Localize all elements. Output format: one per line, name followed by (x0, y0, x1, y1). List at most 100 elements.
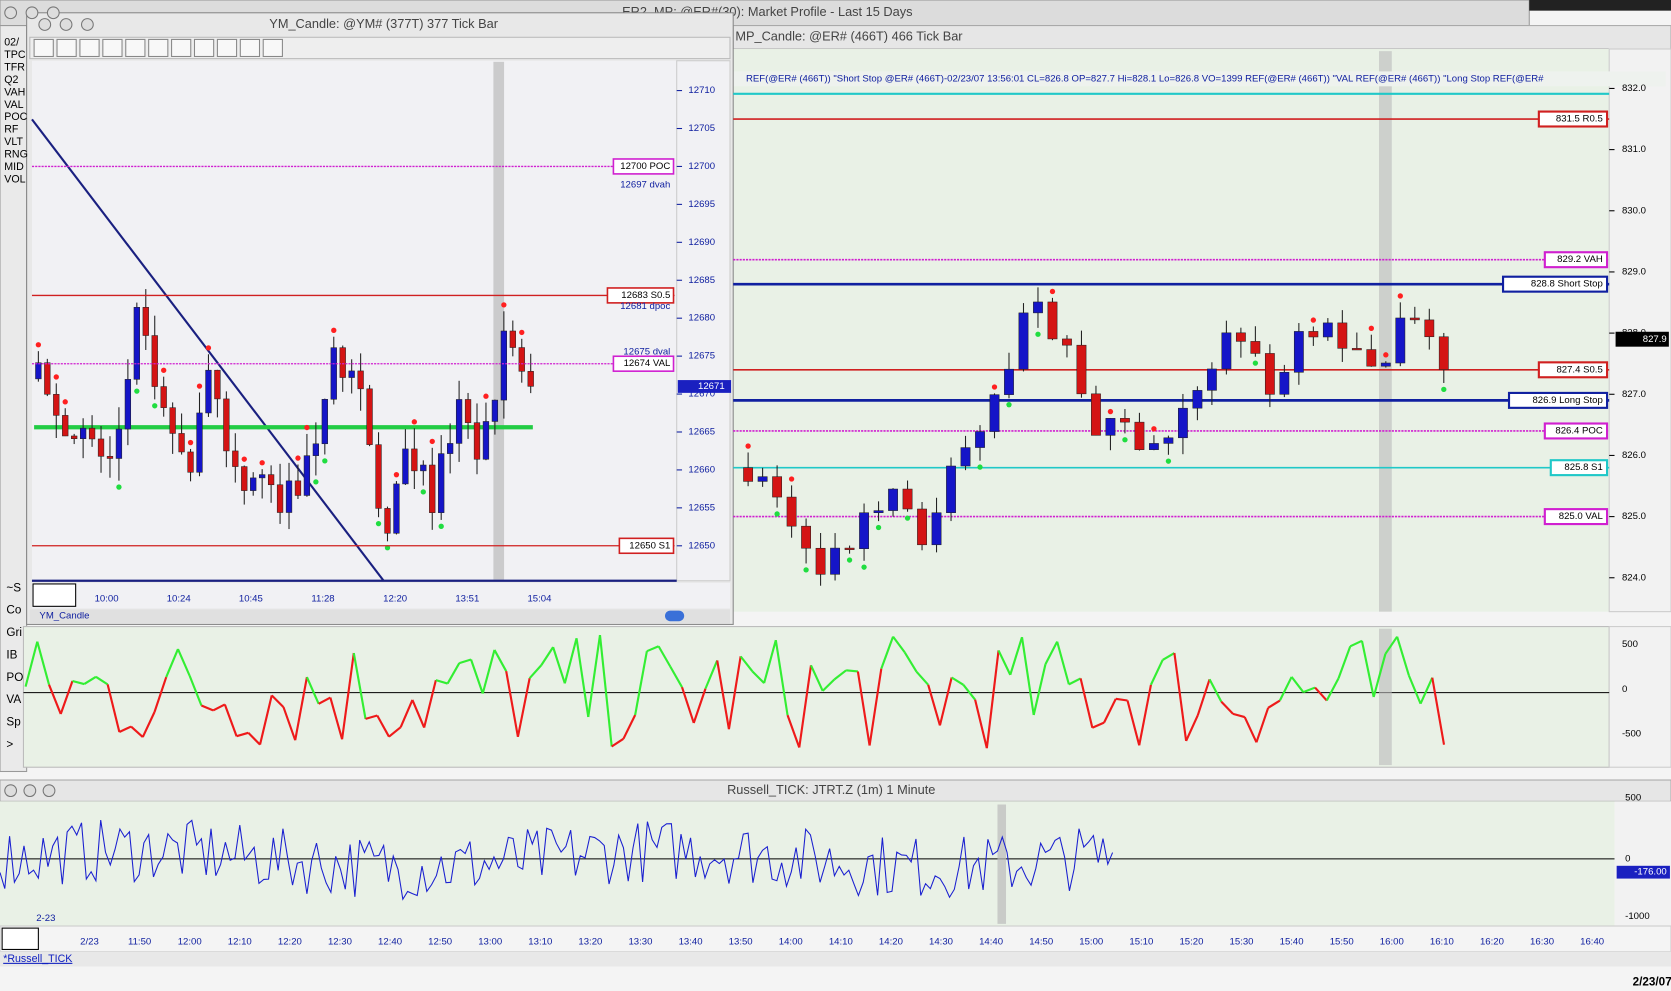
candle (888, 488, 898, 511)
tool-icon[interactable] (79, 38, 100, 58)
time-label: 16:00 (1380, 937, 1404, 948)
tool-icon[interactable] (33, 38, 54, 58)
window-button[interactable] (42, 784, 56, 798)
dot (991, 384, 998, 390)
oscillator (727, 656, 742, 730)
oscillator (153, 676, 168, 713)
tool-icon[interactable] (102, 38, 123, 58)
oscillator (856, 671, 871, 746)
oscillator (1220, 700, 1234, 715)
candle (420, 464, 427, 472)
candle (1163, 437, 1174, 444)
oscillator (258, 695, 273, 745)
candle (223, 398, 230, 452)
dot (35, 342, 42, 348)
dot (1441, 386, 1447, 393)
candle (527, 371, 534, 387)
candle (1279, 372, 1290, 395)
level-box (1543, 422, 1609, 440)
oscillator (212, 703, 226, 712)
price-label: 12680 (688, 313, 715, 324)
dot (313, 479, 319, 485)
oscillator (1056, 641, 1070, 685)
candle (1351, 348, 1362, 351)
candle (917, 508, 927, 546)
strip-label: > (6, 738, 13, 751)
oscillator (985, 650, 1000, 749)
oscillator (1196, 678, 1211, 716)
oscillator (915, 671, 930, 686)
price-label: 12665 (688, 427, 715, 438)
strip-label: MID (4, 161, 24, 173)
front-plot (31, 60, 677, 581)
tool-icon[interactable] (239, 38, 261, 58)
dot (904, 515, 911, 521)
tool-icon[interactable] (148, 38, 169, 58)
tool-icon[interactable] (171, 38, 192, 58)
oscillator (1314, 686, 1328, 702)
price-label: 12655 (688, 502, 715, 513)
time-label: 16:40 (1580, 937, 1604, 948)
candle (232, 450, 239, 467)
oscillator (365, 714, 378, 720)
price-label: 12650 (688, 540, 715, 551)
oscillator (681, 686, 695, 724)
candle (1366, 349, 1377, 367)
dot (393, 472, 400, 478)
candle (402, 448, 409, 485)
window-button[interactable] (80, 18, 94, 31)
window-button[interactable] (4, 784, 18, 798)
oscillator (716, 660, 730, 730)
scroll-thumb[interactable] (664, 610, 685, 622)
strip-label: TFR (4, 61, 25, 73)
dot (152, 403, 158, 409)
strip-label: RF (4, 124, 19, 136)
time-label: 15:10 (1129, 937, 1153, 948)
oscillator (481, 649, 496, 694)
oscillator (318, 696, 331, 705)
window-button[interactable] (59, 18, 73, 31)
tool-icon[interactable] (125, 38, 146, 58)
note: 12675 dval (623, 346, 670, 357)
window-button[interactable] (23, 784, 37, 798)
main-axis (1608, 48, 1671, 613)
oscillator (1384, 636, 1399, 655)
tool-icon[interactable] (193, 38, 215, 58)
tick-tab[interactable]: *Russell_TICK (3, 953, 72, 965)
price-box (1615, 331, 1669, 347)
candle (482, 421, 490, 460)
window-button[interactable] (46, 6, 60, 20)
candle (1250, 341, 1261, 354)
candle (509, 330, 516, 348)
dot (846, 557, 853, 563)
level-box (1537, 361, 1609, 379)
candle (1134, 421, 1145, 450)
oscillator (821, 678, 836, 692)
time-label: 12:20 (383, 593, 407, 604)
tick-value-label: 0 (1625, 853, 1630, 864)
dot (331, 327, 337, 333)
price-label: 825.0 (1622, 511, 1646, 522)
front-corner (32, 583, 77, 607)
candle (989, 394, 1000, 432)
candle (757, 476, 768, 482)
oscillator (1290, 676, 1305, 693)
tool-icon[interactable] (216, 38, 238, 58)
tool-icon[interactable] (56, 38, 77, 58)
front-tab[interactable]: YM_Candle (39, 610, 89, 621)
time-label: 16:20 (1480, 937, 1504, 948)
candle (321, 399, 328, 445)
window-button[interactable] (38, 18, 52, 31)
oscillator (130, 725, 144, 738)
oscillator (1232, 712, 1246, 719)
candle (1424, 319, 1435, 338)
time-label: 13:20 (578, 937, 602, 948)
window-button[interactable] (4, 6, 18, 20)
time-label: 12:20 (278, 937, 302, 948)
tool-icon[interactable] (262, 38, 283, 58)
candle (429, 464, 436, 513)
dot (788, 476, 795, 482)
window-button[interactable] (25, 6, 39, 20)
candle (1221, 332, 1232, 370)
candle (1206, 368, 1217, 391)
